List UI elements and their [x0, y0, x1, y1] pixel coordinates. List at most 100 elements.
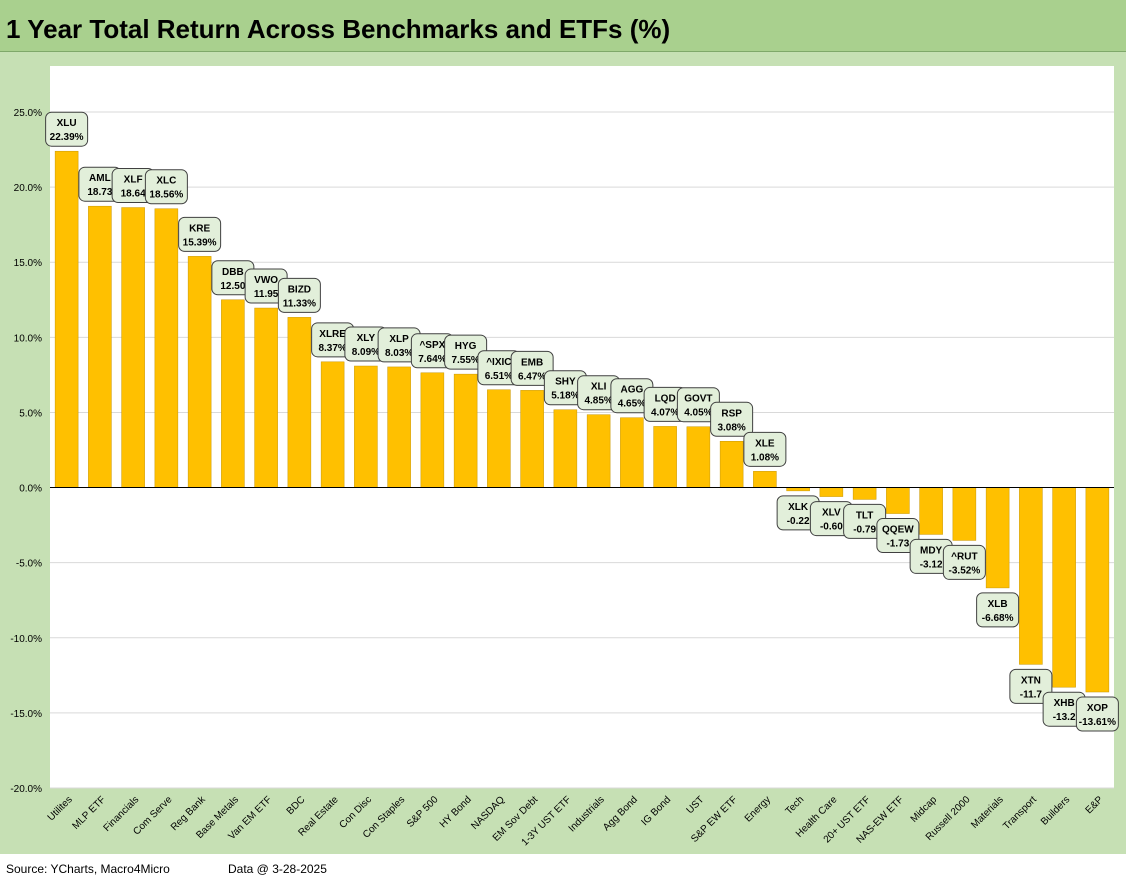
bar	[287, 317, 312, 488]
data-label-ticker: XLU	[57, 118, 77, 129]
bar	[387, 366, 411, 488]
data-label-box	[510, 350, 554, 386]
data-label-value: -13.2	[1053, 712, 1076, 723]
x-tick-label: Materials	[969, 794, 1005, 830]
x-tick-label: Industrials	[567, 794, 607, 834]
bars	[54, 150, 1110, 693]
bar	[1085, 487, 1110, 693]
data-label-ticker: XLV	[822, 508, 841, 519]
data-label-ticker: XLP	[389, 334, 409, 345]
data-label-value: -3.12	[920, 559, 943, 570]
data-label: ^SPX 7.64%	[410, 333, 454, 369]
data-label: XLV -0.60	[809, 501, 853, 537]
data-label: TLT -0.79	[843, 503, 887, 539]
data-label-box	[45, 111, 89, 147]
data-label-value: -13.61%	[1079, 717, 1116, 728]
data-label-ticker: SHY	[555, 377, 576, 388]
bar	[354, 365, 378, 488]
data-label-value: 7.55%	[451, 355, 479, 366]
data-label-ticker: XHB	[1054, 698, 1075, 709]
data-label: XLRE 8.37%	[311, 322, 355, 358]
bar	[420, 372, 445, 488]
data-label-ticker: ^IXIC	[486, 357, 511, 368]
data-label-value: 4.05%	[684, 408, 712, 419]
bar	[620, 417, 644, 488]
data-label-ticker: TLT	[856, 510, 874, 521]
bar	[952, 487, 977, 541]
data-label-ticker: XLK	[788, 502, 809, 513]
data-label-value: 11.33%	[283, 298, 316, 309]
data-label-value: 8.03%	[385, 348, 413, 359]
data-label-ticker: XOP	[1087, 703, 1108, 714]
data-label: MDY -3.12	[909, 538, 953, 574]
bar	[487, 389, 511, 488]
x-tick-label: Tech	[784, 794, 807, 817]
data-label-ticker: EMB	[521, 357, 543, 368]
x-tick-label: HY Bond	[438, 794, 474, 830]
bar	[154, 208, 179, 488]
x-tick-label: Agg Bond	[601, 794, 640, 833]
data-label-box	[277, 277, 321, 313]
bar	[919, 487, 943, 535]
y-tick-label: 10.0%	[14, 333, 42, 344]
bar	[54, 150, 79, 488]
data-label-value: 4.65%	[618, 399, 646, 410]
data-label: XLE 1.08%	[743, 431, 787, 467]
data-label-ticker: XLE	[755, 438, 775, 449]
data-label-box	[942, 544, 986, 580]
x-tick-label: Energy	[743, 794, 773, 824]
data-label-ticker: VWO	[254, 275, 278, 286]
data-label: QQEW -1.73	[876, 518, 920, 554]
data-label: EMB 6.47%	[510, 350, 554, 386]
data-label-ticker: XLC	[156, 176, 176, 187]
data-label-value: -0.79	[853, 524, 876, 535]
data-label-value: 4.85%	[584, 396, 612, 407]
data-label-ticker: XLY	[357, 333, 376, 344]
bar	[686, 426, 711, 488]
bar	[254, 307, 278, 488]
data-label-ticker: XTN	[1021, 675, 1041, 686]
data-label-ticker: XLB	[988, 599, 1008, 610]
bar-chart: 25.0% 20.0% 15.0% 10.0% 5.0% 0.0% -5.0% -10.0% -…	[10, 66, 1119, 848]
bar	[453, 373, 478, 488]
data-label-ticker: AML	[89, 173, 111, 184]
data-label: VWO 11.95	[244, 268, 288, 304]
data-label-ticker: BIZD	[288, 284, 311, 295]
data-label: ^IXIC 6.51%	[477, 350, 521, 386]
data-label-value: -6.68%	[982, 613, 1014, 624]
data-label-value: 5.18%	[551, 391, 579, 402]
data-label: XLU 22.39%	[45, 111, 89, 147]
data-label: KRE 15.39%	[178, 216, 222, 252]
data-label: DBB 12.50	[211, 260, 255, 296]
data-label-box	[710, 401, 754, 437]
y-tick-label: -15.0%	[10, 709, 42, 720]
data-label: XLC 18.56%	[144, 169, 188, 205]
data-label-value: 12.50	[220, 281, 245, 292]
y-tick-label: 15.0%	[14, 258, 42, 269]
y-tick-label: 5.0%	[19, 408, 42, 419]
data-label-ticker: ^SPX	[419, 340, 445, 351]
data-label-box	[144, 169, 188, 205]
data-label-ticker: KRE	[189, 223, 210, 234]
data-label: ^RUT -3.52%	[942, 544, 986, 580]
x-tick-label: Midcap	[909, 794, 940, 825]
data-label: BIZD 11.33%	[277, 277, 321, 313]
bar	[187, 256, 212, 488]
data-label-value: 4.07%	[651, 407, 679, 418]
bar	[520, 390, 544, 488]
y-tick-label: 0.0%	[19, 484, 42, 495]
data-label-ticker: RSP	[721, 408, 742, 419]
bar	[1019, 487, 1043, 665]
data-label: XOP -13.61%	[1075, 696, 1119, 732]
data-label-box	[1009, 668, 1053, 704]
data-label-value: 11.95	[254, 289, 279, 300]
data-label-ticker: AGG	[620, 385, 643, 396]
bar	[1052, 487, 1076, 688]
data-label-value: 8.09%	[352, 347, 380, 358]
data-label-box	[178, 216, 222, 252]
y-tick-label: -5.0%	[16, 559, 42, 570]
data-label-box	[1075, 696, 1119, 732]
data-label-value: -1.73	[886, 539, 909, 550]
data-label: XLB -6.68%	[976, 592, 1020, 628]
bar	[819, 487, 844, 497]
